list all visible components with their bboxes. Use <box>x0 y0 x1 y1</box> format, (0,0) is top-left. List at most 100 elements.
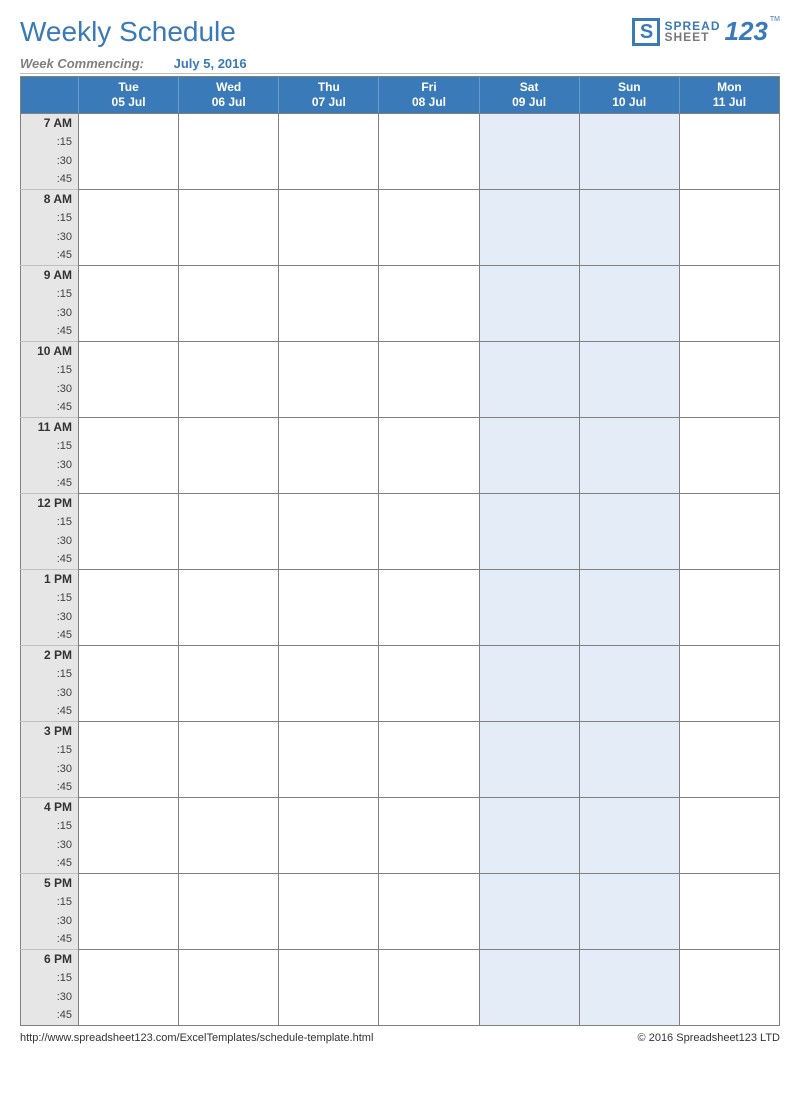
schedule-cell[interactable] <box>79 646 179 722</box>
schedule-cell[interactable] <box>179 798 279 874</box>
schedule-cell[interactable] <box>679 494 779 570</box>
schedule-cell[interactable] <box>479 190 579 266</box>
schedule-cell[interactable] <box>679 190 779 266</box>
schedule-cell[interactable] <box>479 114 579 190</box>
schedule-cell[interactable] <box>279 950 379 1026</box>
schedule-cell[interactable] <box>279 418 379 494</box>
schedule-cell[interactable] <box>679 342 779 418</box>
schedule-cell[interactable] <box>579 266 679 342</box>
schedule-cell[interactable] <box>679 874 779 950</box>
header: Weekly Schedule S SPREAD SHEET 123 TM <box>20 16 780 48</box>
schedule-cell[interactable] <box>79 722 179 798</box>
time-label-sub: :45 <box>21 931 79 950</box>
schedule-cell[interactable] <box>379 798 479 874</box>
schedule-cell[interactable] <box>379 266 479 342</box>
schedule-cell[interactable] <box>279 798 379 874</box>
schedule-cell[interactable] <box>579 874 679 950</box>
schedule-cell[interactable] <box>479 418 579 494</box>
schedule-cell[interactable] <box>179 342 279 418</box>
schedule-cell[interactable] <box>79 570 179 646</box>
schedule-cell[interactable] <box>179 114 279 190</box>
time-label-sub: :15 <box>21 209 79 228</box>
time-label-sub: :45 <box>21 855 79 874</box>
schedule-cell[interactable] <box>79 418 179 494</box>
schedule-cell[interactable] <box>179 418 279 494</box>
schedule-cell[interactable] <box>479 950 579 1026</box>
schedule-cell[interactable] <box>479 798 579 874</box>
day-header: Mon11 Jul <box>679 77 779 114</box>
schedule-cell[interactable] <box>679 266 779 342</box>
schedule-cell[interactable] <box>179 570 279 646</box>
logo-icon: S <box>632 18 660 46</box>
schedule-cell[interactable] <box>379 342 479 418</box>
schedule-cell[interactable] <box>579 646 679 722</box>
time-label-hour: 7 AM <box>21 114 79 133</box>
schedule-cell[interactable] <box>679 722 779 798</box>
schedule-cell[interactable] <box>579 570 679 646</box>
schedule-cell[interactable] <box>579 798 679 874</box>
schedule-cell[interactable] <box>379 114 479 190</box>
schedule-cell[interactable] <box>679 646 779 722</box>
schedule-cell[interactable] <box>379 570 479 646</box>
schedule-cell[interactable] <box>579 722 679 798</box>
schedule-cell[interactable] <box>379 646 479 722</box>
schedule-cell[interactable] <box>379 874 479 950</box>
schedule-cell[interactable] <box>679 114 779 190</box>
schedule-cell[interactable] <box>79 798 179 874</box>
schedule-cell[interactable] <box>79 950 179 1026</box>
time-label-sub: :15 <box>21 437 79 456</box>
schedule-cell[interactable] <box>679 798 779 874</box>
time-label-hour: 6 PM <box>21 950 79 969</box>
schedule-cell[interactable] <box>479 494 579 570</box>
schedule-cell[interactable] <box>479 570 579 646</box>
schedule-cell[interactable] <box>279 722 379 798</box>
schedule-cell[interactable] <box>479 722 579 798</box>
time-label-sub: :45 <box>21 1007 79 1026</box>
schedule-cell[interactable] <box>379 722 479 798</box>
schedule-cell[interactable] <box>379 950 479 1026</box>
schedule-cell[interactable] <box>79 342 179 418</box>
schedule-cell[interactable] <box>79 874 179 950</box>
schedule-cell[interactable] <box>579 950 679 1026</box>
schedule-cell[interactable] <box>679 418 779 494</box>
schedule-cell[interactable] <box>579 190 679 266</box>
time-label-hour: 8 AM <box>21 190 79 209</box>
schedule-cell[interactable] <box>279 342 379 418</box>
schedule-cell[interactable] <box>279 570 379 646</box>
schedule-cell[interactable] <box>79 114 179 190</box>
schedule-cell[interactable] <box>179 950 279 1026</box>
schedule-cell[interactable] <box>379 494 479 570</box>
schedule-cell[interactable] <box>279 874 379 950</box>
schedule-cell[interactable] <box>479 342 579 418</box>
schedule-cell[interactable] <box>579 114 679 190</box>
schedule-cell[interactable] <box>379 418 479 494</box>
schedule-cell[interactable] <box>179 266 279 342</box>
schedule-cell[interactable] <box>279 494 379 570</box>
schedule-cell[interactable] <box>79 494 179 570</box>
schedule-cell[interactable] <box>179 646 279 722</box>
time-label-sub: :15 <box>21 969 79 988</box>
schedule-cell[interactable] <box>179 722 279 798</box>
schedule-cell[interactable] <box>679 570 779 646</box>
schedule-cell[interactable] <box>179 874 279 950</box>
time-label-hour: 2 PM <box>21 646 79 665</box>
schedule-cell[interactable] <box>79 266 179 342</box>
schedule-cell[interactable] <box>379 190 479 266</box>
schedule-cell[interactable] <box>79 190 179 266</box>
schedule-cell[interactable] <box>279 646 379 722</box>
schedule-cell[interactable] <box>179 494 279 570</box>
schedule-cell[interactable] <box>579 418 679 494</box>
time-label-hour: 1 PM <box>21 570 79 589</box>
schedule-cell[interactable] <box>479 874 579 950</box>
time-label-sub: :15 <box>21 665 79 684</box>
schedule-cell[interactable] <box>179 190 279 266</box>
schedule-cell[interactable] <box>679 950 779 1026</box>
schedule-cell[interactable] <box>279 190 379 266</box>
schedule-cell[interactable] <box>279 114 379 190</box>
schedule-cell[interactable] <box>479 646 579 722</box>
schedule-cell[interactable] <box>579 494 679 570</box>
schedule-cell[interactable] <box>479 266 579 342</box>
schedule-cell[interactable] <box>279 266 379 342</box>
footer-copyright: © 2016 Spreadsheet123 LTD <box>638 1032 780 1044</box>
schedule-cell[interactable] <box>579 342 679 418</box>
